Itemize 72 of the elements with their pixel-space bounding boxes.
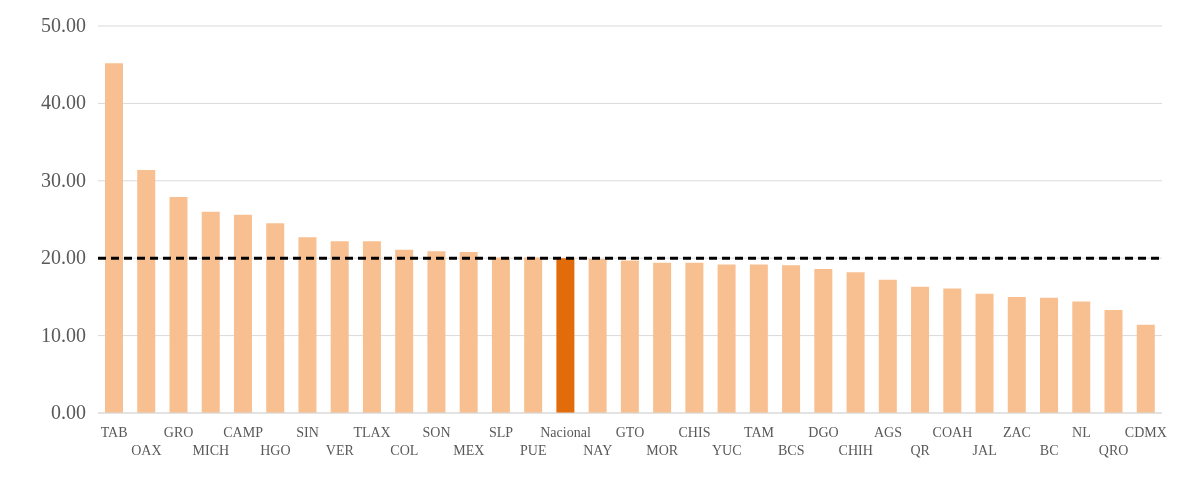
bar: [814, 269, 833, 413]
x-tick-label: SIN: [296, 425, 319, 440]
bar: [717, 264, 736, 413]
bar: [1040, 297, 1059, 413]
x-tick-label: TAM: [743, 425, 775, 440]
x-tick-label: GRO: [163, 425, 194, 440]
bar: [620, 260, 639, 413]
x-tick-label: BC: [1039, 443, 1059, 458]
bar: [749, 264, 768, 413]
bar: [1072, 301, 1091, 413]
bar: [588, 258, 607, 413]
y-tick-label: 0.00: [51, 401, 86, 423]
x-tick-label: TLAX: [353, 425, 391, 440]
bar: [459, 252, 478, 413]
bar: [685, 262, 704, 413]
x-tick-label: SLP: [488, 425, 514, 440]
bar: [782, 265, 801, 413]
bar: [169, 197, 188, 413]
x-tick-label: OAX: [131, 443, 162, 458]
x-tick-label: QRO: [1098, 443, 1129, 458]
x-tick-label: JAL: [972, 443, 997, 458]
x-tick-label: MOR: [646, 443, 679, 458]
x-tick-label: NL: [1072, 425, 1091, 440]
bar: [556, 258, 575, 413]
y-tick-label: 20.00: [41, 246, 86, 269]
x-tick-label: GTO: [615, 425, 645, 440]
y-tick-label: 40.00: [41, 91, 86, 114]
x-tick-label: CHIS: [678, 425, 711, 440]
x-tick-label: AGS: [873, 425, 902, 440]
bar: [427, 251, 446, 413]
bar: [1104, 310, 1123, 413]
bar: [975, 293, 994, 413]
x-tick-label: COAH: [932, 425, 973, 440]
x-tick-label: CDMX: [1124, 425, 1167, 440]
x-tick-label: COL: [390, 443, 419, 458]
y-tick-label: 50.00: [41, 14, 86, 36]
bar: [524, 257, 543, 413]
bar: [491, 257, 510, 413]
x-tick-label: BCS: [777, 443, 805, 458]
bar: [362, 241, 381, 413]
x-tick-label: VER: [325, 443, 355, 458]
x-tick-label: CHIH: [838, 443, 873, 458]
bar: [1136, 324, 1155, 413]
x-tick-label: PUE: [520, 443, 547, 458]
bar: [330, 241, 349, 413]
x-tick-label: TAB: [100, 425, 128, 440]
bar: [298, 237, 317, 413]
x-tick-label: QR: [910, 443, 931, 458]
bar: [911, 286, 930, 413]
y-tick-label: 10.00: [41, 323, 86, 346]
bar: [395, 249, 414, 413]
x-tick-label: HGO: [260, 443, 291, 458]
bar: [105, 63, 123, 413]
x-tick-label: NAY: [583, 443, 613, 458]
bar: [201, 211, 220, 413]
bar: [137, 169, 156, 413]
x-tick-label: MICH: [192, 443, 230, 458]
bar: [266, 223, 285, 413]
y-tick-label: 30.00: [41, 168, 86, 191]
bar: [878, 279, 897, 413]
bar: [1007, 296, 1026, 413]
x-tick-label: CAMP: [223, 425, 264, 440]
x-tick-label: ZAC: [1002, 425, 1031, 440]
x-tick-label: Nacional: [540, 425, 591, 440]
bar: [233, 214, 252, 413]
bar: [653, 262, 672, 413]
bar: [943, 288, 962, 413]
x-tick-label: MEX: [453, 443, 485, 458]
x-tick-label: SON: [422, 425, 451, 440]
x-tick-label: DGO: [808, 425, 839, 440]
x-tick-label: YUC: [711, 443, 742, 458]
bar: [846, 272, 865, 413]
